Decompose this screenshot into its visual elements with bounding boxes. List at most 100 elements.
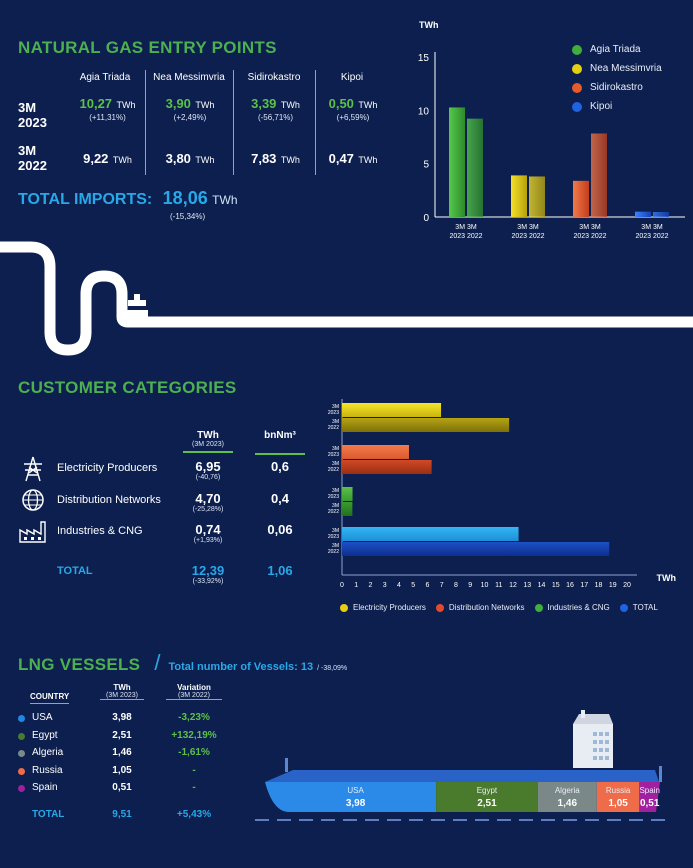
y-tick-label: 10 bbox=[418, 106, 430, 117]
divider bbox=[233, 70, 234, 175]
legend-dot bbox=[619, 603, 628, 612]
bar-industries-cng-2023 bbox=[342, 487, 353, 501]
country-dot bbox=[18, 732, 25, 740]
x-tick-label: 16 bbox=[566, 582, 574, 589]
value-2023-kipoi: 0,50 TWh (+6,59%) bbox=[328, 96, 378, 122]
lng-row-russia: Russia 1,05 - bbox=[18, 765, 238, 781]
total-imports: TOTAL IMPORTS: 18,06 TWh bbox=[18, 188, 238, 208]
country-twh: 2,51 bbox=[112, 729, 132, 741]
x-tick-label: 3 bbox=[383, 582, 387, 589]
x-tick-label: 7 bbox=[440, 582, 444, 589]
slash-separator: / bbox=[154, 650, 161, 675]
lng-total-label: TOTAL bbox=[32, 809, 65, 820]
x-tick-label: 0 bbox=[340, 582, 344, 589]
row-label-3m-2022: 3M 2022 bbox=[18, 143, 47, 173]
country-variation: - bbox=[192, 764, 196, 776]
entry-points-chart: TWh 0 5 10 15 3M 3M 2023 2022 3M 3M 2023 2022 3M … bbox=[418, 20, 685, 240]
x-tick-label: 12 bbox=[509, 582, 517, 589]
country-dot bbox=[18, 715, 25, 722]
legend-item: TOTAL bbox=[619, 603, 658, 612]
lng-subtitle-change: / -38,09% bbox=[317, 665, 348, 672]
y-tick-label: 2022 bbox=[328, 425, 339, 431]
x-axis-label: TWh bbox=[657, 573, 677, 583]
legend-dot bbox=[572, 63, 582, 74]
value-2022-sidirokastro: 7,83 TWh bbox=[251, 151, 300, 166]
lng-total-twh: 9,51 bbox=[112, 809, 132, 820]
category-industries-cng: Industries & CNG bbox=[57, 525, 143, 537]
legend-item: Industries & CNG bbox=[534, 603, 610, 612]
category-electricity-producers: Electricity Producers bbox=[57, 462, 158, 474]
bar-kipoi-2022 bbox=[653, 211, 669, 217]
legend-item: Kipoi bbox=[572, 101, 662, 112]
hull-country-label: Spain bbox=[639, 786, 659, 795]
hull-segment-spain bbox=[639, 782, 660, 812]
lng-ship-graphic: USA 3,98 Egypt 2,51 Algeria 1,46 Russia 1,05 Spa… bbox=[255, 710, 665, 821]
hull-country-label: USA bbox=[347, 786, 364, 795]
x-tick-label: 20 bbox=[623, 582, 631, 589]
hull-value-label: 2,51 bbox=[477, 798, 497, 809]
value-2023-sidirokastro: 3,39 TWh (-56,71%) bbox=[251, 96, 300, 122]
bar-agia-triada-2023 bbox=[449, 107, 465, 217]
y-tick-label: 2023 bbox=[328, 534, 339, 540]
country-name: Spain bbox=[32, 782, 58, 793]
hull-country-label: Russia bbox=[606, 786, 631, 795]
bar-agia-triada-2022 bbox=[467, 118, 483, 217]
legend-dot bbox=[572, 101, 582, 112]
total-imports-change: (-15,34%) bbox=[170, 212, 206, 221]
lng-total-variation: +5,43% bbox=[176, 809, 212, 820]
country-variation: -1,61% bbox=[178, 747, 210, 758]
y-tick-label: 2023 bbox=[328, 452, 339, 458]
legend-dot bbox=[534, 603, 543, 612]
country-dot bbox=[18, 767, 25, 775]
factory-icon bbox=[19, 521, 46, 543]
x-tick-label: 3M 3M bbox=[455, 224, 477, 231]
bar-kipoi-2023 bbox=[635, 211, 651, 217]
bar-electricity-producers-2023 bbox=[342, 403, 442, 417]
value-2022-kipoi: 0,47 TWh bbox=[328, 151, 378, 166]
globe-icon bbox=[22, 489, 44, 511]
x-tick-label: 5 bbox=[411, 582, 415, 589]
value-2022-agia-triada: 9,22 TWh bbox=[83, 151, 132, 166]
lng-title: LNG VESSELS bbox=[18, 655, 141, 674]
hull-value-label: 1,05 bbox=[608, 798, 628, 809]
customer-chart-legend: Electricity Producers Distribution Netwo… bbox=[340, 603, 658, 612]
twh-electricity-producers: 6,95 (-40,76) bbox=[195, 459, 221, 481]
bar-electricity-producers-2022 bbox=[342, 418, 510, 432]
bnm-electricity-producers: 0,6 bbox=[270, 459, 290, 474]
col-twh-header: TWh (3M 2023) bbox=[183, 430, 233, 453]
lng-header: LNG VESSELS / Total number of Vessels: 1… bbox=[18, 650, 347, 676]
lng-row-algeria: Algeria 1,46 -1,61% bbox=[18, 747, 238, 763]
entry-points-legend: Agia Triada Nea Messimvria Sidirokastro … bbox=[572, 44, 662, 120]
bar-sidirokastro-2023 bbox=[573, 180, 589, 217]
hull-segment-russia bbox=[596, 782, 640, 812]
y-tick-label: 15 bbox=[418, 53, 430, 64]
country-twh: 3,98 bbox=[112, 712, 132, 723]
x-tick-label: 2 bbox=[369, 582, 373, 589]
country-variation: -3,23% bbox=[178, 712, 210, 723]
x-tick-label: 2023 2022 bbox=[511, 233, 544, 240]
col-lng-twh: TWh (3M 2023) bbox=[100, 683, 144, 700]
hull-value-label: 0,51 bbox=[640, 798, 660, 809]
pipeline-graphic bbox=[0, 241, 693, 356]
x-tick-label: 9 bbox=[468, 582, 472, 589]
row-label-3m-2023: 3M 2023 bbox=[18, 100, 47, 130]
legend-dot bbox=[572, 44, 582, 55]
col-sidirokastro: Sidirokastro bbox=[247, 72, 301, 83]
y-tick-label: 2023 bbox=[328, 410, 339, 416]
country-name: Russia bbox=[32, 764, 63, 776]
legend-dot bbox=[572, 82, 582, 93]
y-tick-label: 3M bbox=[332, 419, 339, 425]
gas-entry-title: NATURAL GAS ENTRY POINTS bbox=[18, 38, 277, 57]
col-country: COUNTRY bbox=[30, 692, 70, 704]
legend-item: Agia Triada bbox=[572, 44, 662, 55]
hull-segment-egypt bbox=[436, 782, 538, 812]
x-tick-label: 15 bbox=[552, 582, 560, 589]
country-dot bbox=[18, 785, 25, 792]
x-tick-label: 6 bbox=[426, 582, 430, 589]
x-tick-label: 10 bbox=[481, 582, 489, 589]
bar-nea-messimvria-2023 bbox=[511, 175, 527, 217]
col-variation: Variation (3M 2022) bbox=[166, 683, 222, 700]
divider bbox=[315, 70, 316, 175]
bar-nea-messimvria-2022 bbox=[529, 176, 545, 217]
col-agia-triada: Agia Triada bbox=[79, 72, 131, 83]
